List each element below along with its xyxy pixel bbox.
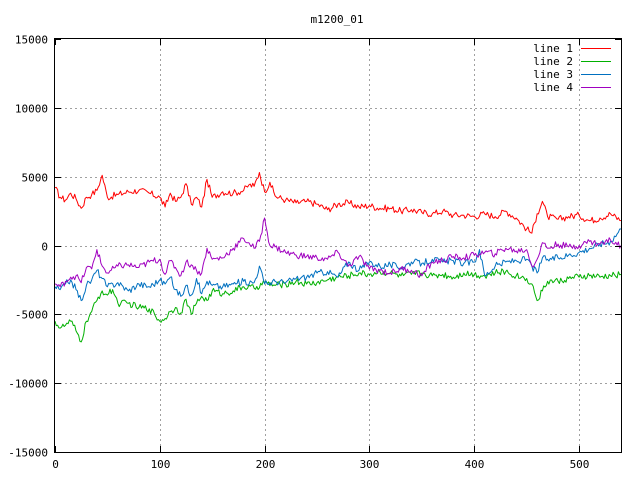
x-tick-label: 400 (465, 458, 485, 471)
x-tick-label: 0 (52, 458, 59, 471)
series-line-3 (54, 228, 621, 302)
y-tick-label: 15000 (15, 34, 48, 47)
y-tick-label: 0 (41, 241, 48, 254)
series-line-1 (54, 172, 622, 234)
y-tick-label: -5000 (15, 309, 48, 322)
x-tick-label: 100 (151, 458, 171, 471)
grid-lines (55, 39, 621, 452)
x-tick-label: 200 (256, 458, 276, 471)
legend-label: line 2 (533, 55, 573, 68)
axis-ticks: 0 100 200 300 400 500 -15000 -10000 -5000 0 5000 10… (8, 34, 621, 471)
y-tick-label: 10000 (15, 103, 48, 116)
x-tick-label: 500 (570, 458, 590, 471)
plot-frame (54, 38, 622, 453)
legend-label: line 3 (533, 68, 573, 81)
chart-title: m1200_01 (311, 13, 364, 26)
series-line-2 (54, 268, 622, 343)
legend-label: line 4 (533, 81, 573, 94)
legend-label: line 1 (533, 42, 573, 55)
y-tick-label: 5000 (22, 172, 49, 185)
series-lines (54, 172, 622, 343)
series-line-4 (54, 217, 622, 288)
x-tick-label: 300 (360, 458, 380, 471)
y-tick-label: -15000 (8, 447, 48, 460)
y-tick-label: -10000 (8, 378, 48, 391)
